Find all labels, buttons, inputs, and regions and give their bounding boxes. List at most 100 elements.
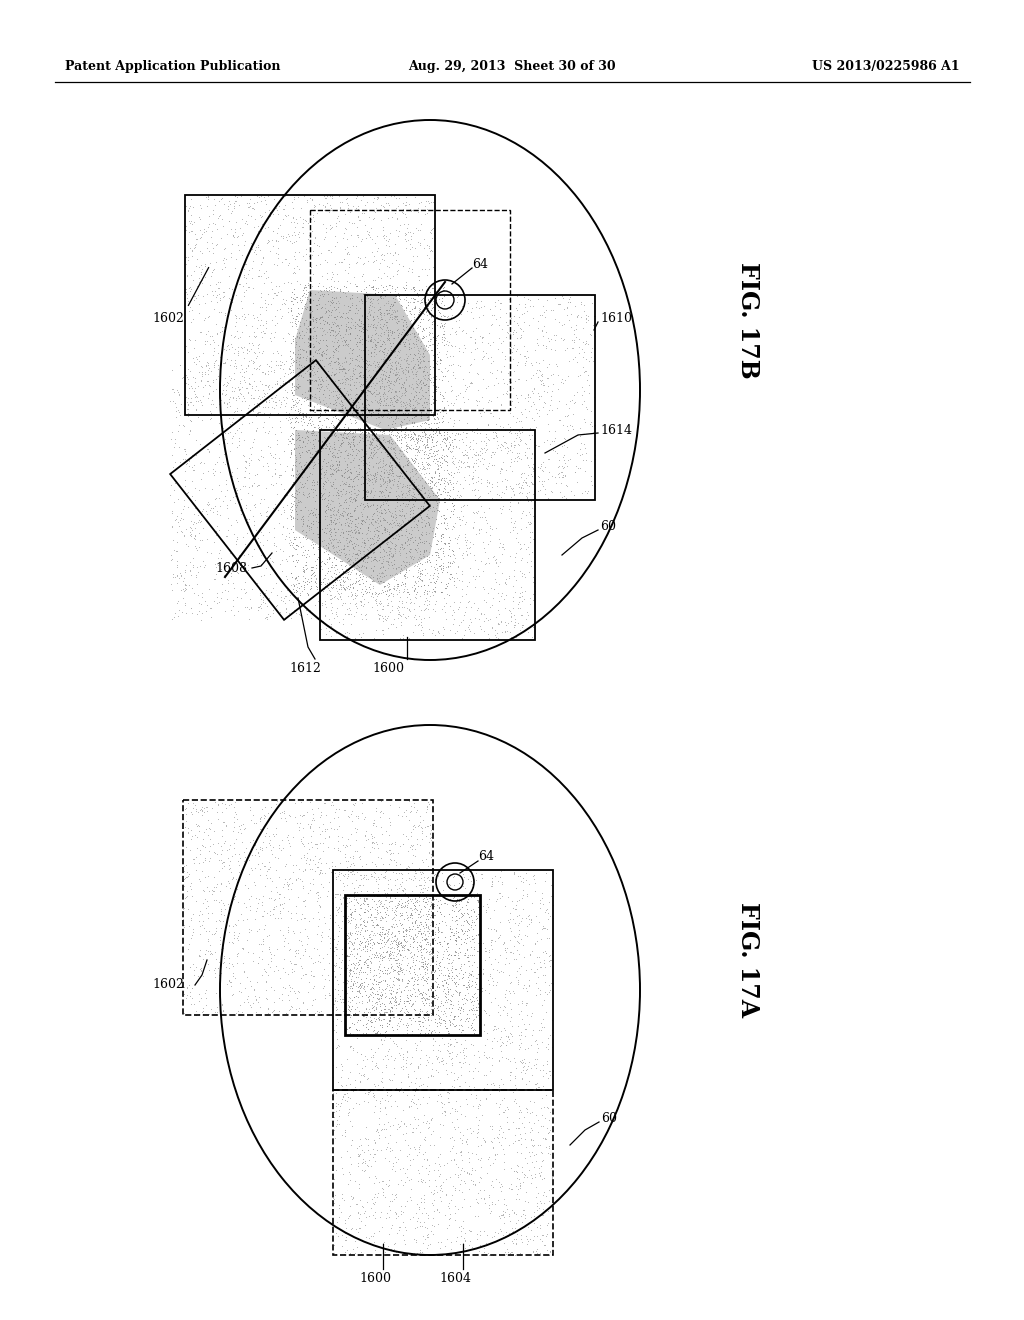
Point [471,297,487,318]
Point [302,404,318,425]
Point [417,424,433,445]
Point [386,438,402,459]
Point [379,579,395,601]
Point [328,548,344,569]
Point [415,350,431,371]
Point [377,470,393,491]
Point [167,429,183,450]
Point [394,871,411,892]
Point [348,975,365,997]
Point [379,929,395,950]
Point [407,586,423,607]
Point [367,946,383,968]
Point [397,228,414,249]
Point [343,462,359,483]
Point [393,510,410,531]
Point [306,197,323,218]
Point [299,420,315,441]
Point [282,585,298,606]
Point [300,359,316,380]
Point [173,508,189,529]
Point [502,420,518,441]
Point [254,296,270,317]
Point [373,306,389,327]
Point [319,498,336,519]
Point [481,335,498,356]
Point [403,520,420,541]
Point [524,1134,541,1155]
Point [503,337,519,358]
Point [390,961,407,982]
Point [368,590,384,611]
Point [311,512,328,533]
Point [516,1014,532,1035]
Point [471,888,487,909]
Point [426,285,442,306]
Point [296,341,312,362]
Point [341,928,357,949]
Point [566,384,583,405]
Point [318,618,335,639]
Point [275,441,292,462]
Point [398,560,415,581]
Point [232,587,249,609]
Point [362,326,379,347]
Point [176,579,193,601]
Point [520,491,537,512]
Point [208,917,224,939]
Point [456,1160,472,1181]
Point [377,609,393,630]
Point [417,436,433,457]
Point [506,863,522,884]
Point [359,496,376,517]
Point [472,1220,488,1241]
Point [515,884,531,906]
Point [375,429,391,450]
Point [516,566,532,587]
Point [359,482,376,503]
Point [317,301,334,322]
Point [402,902,419,923]
Point [557,370,573,391]
Point [441,919,458,940]
Point [409,389,425,411]
Point [506,1245,522,1266]
Point [331,290,347,312]
Point [403,309,420,330]
Point [211,446,227,467]
Point [478,440,495,461]
Point [352,847,369,869]
Point [236,223,252,244]
Point [324,187,340,209]
Point [422,330,438,351]
Point [413,939,429,960]
Point [399,948,416,969]
Point [486,1221,503,1242]
Point [362,370,379,391]
Point [342,451,358,473]
Point [367,339,383,360]
Point [222,975,239,997]
Point [362,977,379,998]
Point [378,292,394,313]
Point [289,812,305,833]
Point [518,609,535,630]
Point [355,494,372,515]
Point [441,556,458,577]
Point [276,461,293,482]
Point [455,368,471,389]
Point [439,978,456,999]
Point [176,568,193,589]
Point [238,210,254,231]
Point [332,197,348,218]
Point [419,487,435,508]
Point [554,285,570,306]
Point [357,865,374,886]
Point [446,941,463,962]
Point [577,459,593,480]
Point [326,562,342,583]
Point [387,1242,403,1263]
Point [354,305,371,326]
Point [287,953,303,974]
Point [421,1176,437,1197]
